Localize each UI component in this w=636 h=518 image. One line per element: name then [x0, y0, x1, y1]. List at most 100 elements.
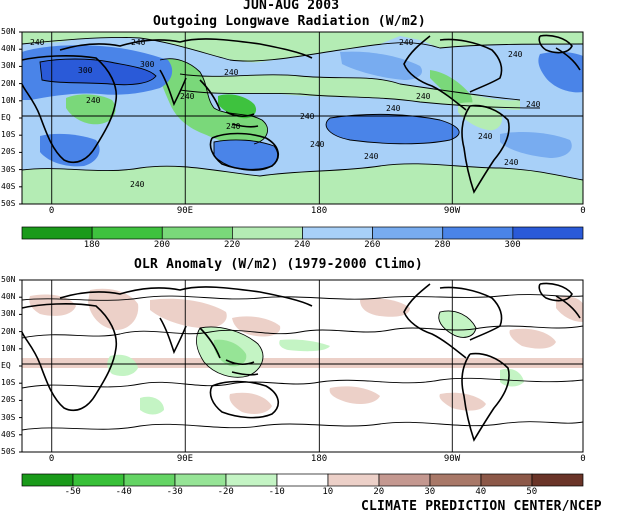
contour-label: 240: [300, 112, 315, 121]
colorbar-top-swatch: [91, 226, 163, 240]
coastline: [21, 303, 118, 412]
contour-label: 240: [399, 38, 414, 47]
colorbar-bottom: [21, 473, 584, 487]
colorbar-top-tick-label: 180: [83, 240, 100, 250]
contour-label: 240: [130, 180, 145, 189]
colorbar-top: [21, 226, 584, 240]
contour-label: 240: [226, 122, 241, 131]
bottom-lon-label: 180: [310, 454, 328, 464]
colorbar-bottom-tick-label: -30: [166, 487, 183, 497]
colorbar-top-tick-label: 200: [153, 240, 171, 250]
colorbar-top-tick-label: 220: [223, 240, 241, 250]
colorbar-bottom-tick-label: 50: [526, 487, 538, 497]
top-contours: [22, 37, 583, 181]
colorbar-bottom-swatch: [276, 473, 329, 487]
bottom-lat-label: 40S: [1, 429, 16, 439]
top-lat-label: 20S: [1, 147, 16, 157]
contour-label: 240: [86, 96, 101, 105]
top-lat-label: 40S: [1, 181, 16, 191]
colorbar-top-swatch: [302, 226, 373, 240]
colorbar-bottom-tick-label: 40: [475, 487, 487, 497]
coastline: [538, 34, 573, 54]
top-central-america-green: [430, 70, 473, 110]
top-map: [22, 32, 583, 204]
colorbar-bottom-swatch: [123, 473, 176, 487]
bottom-negative-anomalies: [107, 310, 524, 415]
colorbar-top-swatch: [512, 226, 584, 240]
coastline: [461, 352, 510, 442]
colorbar-top-swatch: [372, 226, 444, 240]
top-lat-label: 20N: [1, 78, 16, 88]
colorbar-bottom-swatch: [225, 473, 278, 487]
colorbar-bottom-tick-label: -40: [115, 487, 132, 497]
bottom-lat-label: 30N: [1, 309, 16, 319]
bottom-lat-label: 30S: [1, 412, 16, 422]
credit-text: CLIMATE PREDICTION CENTER/NCEP: [361, 499, 602, 514]
bottom-lon-label: 90E: [176, 454, 194, 464]
colorbar-bottom-swatch: [72, 473, 125, 487]
top-lat-label: 50S: [1, 199, 16, 208]
top-sw-atlantic-dark: [500, 132, 572, 158]
top-se-pacific-dark: [326, 114, 460, 144]
bottom-lat-label: 40N: [1, 292, 16, 302]
top-lat-label: EQ: [1, 113, 11, 122]
top-lon-label: 0: [48, 206, 55, 216]
coastline: [199, 327, 259, 376]
coastline: [403, 283, 503, 359]
contour-label: 300: [78, 66, 93, 75]
contour-label: 240: [310, 140, 325, 149]
colorbar-bottom-swatch: [480, 473, 533, 487]
colorbar-top-tick-label: 260: [364, 240, 381, 250]
top-ne-pacific-dark: [340, 51, 423, 80]
top-lon-label: 90E: [176, 206, 194, 216]
contour-label: 240: [364, 152, 379, 161]
colorbar-bottom-swatch: [378, 473, 431, 487]
coastline: [555, 47, 581, 71]
top-lat-label: 10S: [1, 130, 16, 140]
contour-label: 240: [416, 92, 431, 101]
colorbar-bottom-swatch: [174, 473, 227, 487]
bottom-lon-label: 90W: [443, 454, 461, 464]
top-north-atlantic-dark: [538, 51, 583, 93]
coastline: [209, 132, 279, 171]
colorbar-top-swatch: [161, 226, 233, 240]
coastline: [555, 295, 581, 319]
bottom-lat-label: 20N: [1, 326, 16, 336]
top-lat-label: 50N: [1, 27, 16, 36]
colorbar-bottom-tick-label: -10: [268, 487, 285, 497]
top-lon-label: 0: [580, 206, 586, 216]
colorbar-bottom-tick-label: 30: [424, 487, 436, 497]
top-lat-label: 40N: [1, 44, 16, 54]
coastline: [538, 282, 573, 302]
contour-label: 240: [478, 132, 493, 141]
bottom-lon-label: 0: [580, 454, 586, 464]
top-indian-monsoon-green: [158, 58, 268, 146]
coastline: [59, 38, 313, 59]
colorbar-bottom-swatch: [531, 473, 584, 487]
bottom-positive-anomalies: [22, 288, 583, 414]
bottom-lat-label: 50S: [1, 447, 16, 456]
top-africa-green: [66, 94, 116, 125]
contour-label: 240: [508, 50, 523, 59]
top-lat-label: 30S: [1, 164, 16, 174]
colorbar-top-swatch: [442, 226, 514, 240]
contour-label: 240: [131, 38, 146, 47]
top-lon-label: 180: [310, 206, 328, 216]
top-lon-label: 90W: [443, 206, 461, 216]
top-lat-label: 30N: [1, 61, 16, 71]
top-australia-dark: [214, 139, 278, 171]
contour-label: 240: [504, 158, 519, 167]
colorbar-top-tick-label: 240: [294, 240, 311, 250]
bottom-lat-label: 10N: [1, 343, 16, 353]
colorbar-top-swatch: [232, 226, 303, 240]
top-lat-label: 10N: [1, 95, 16, 105]
colorbar-bottom-swatch: [327, 473, 380, 487]
coastline: [209, 380, 279, 419]
coastline: [159, 69, 187, 107]
coastline: [199, 79, 259, 128]
bottom-map: [22, 280, 583, 452]
colorbar-bottom-tick-label: -20: [217, 487, 234, 497]
colorbar-top-swatch: [21, 226, 93, 240]
coastlines: [21, 34, 581, 442]
